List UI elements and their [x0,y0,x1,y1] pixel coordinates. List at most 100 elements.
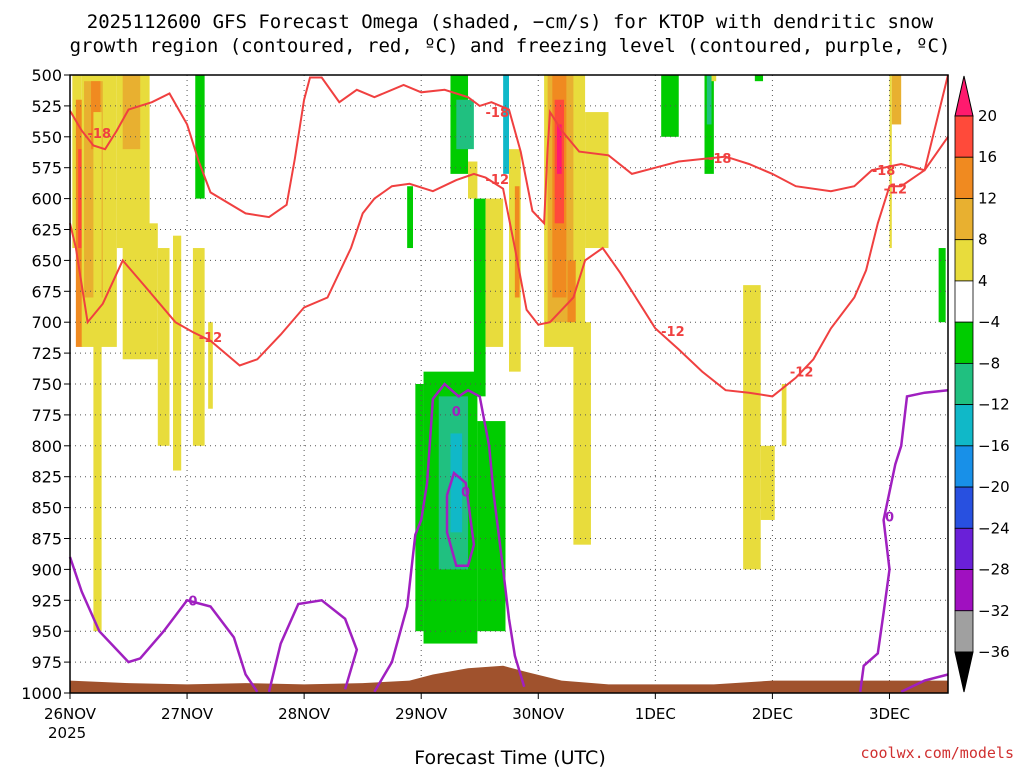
omega-cell [781,384,787,446]
omega-cell [938,248,946,323]
colorbar-tick-label: −32 [978,602,1010,620]
omega-cell [485,198,504,347]
omega-cell [122,75,141,150]
colorbar-tick-label: −4 [978,313,1000,331]
chart-title-line-1: 2025112600 GFS Forecast Omega (shaded, −… [87,11,934,33]
chart-title-line-2: growth region (contoured, red, ºC) and f… [70,35,951,57]
omega-cell [711,75,717,82]
colorbar-top-arrow [954,75,974,117]
x-tick-label: 3DEC [869,705,910,723]
y-tick-label: 625 [31,221,62,240]
credit-text: coolwx.com/models [860,744,1014,762]
colorbar-tick-label: −16 [978,437,1010,455]
colorbar-box [954,569,974,612]
freezing-level-contour-line [445,470,476,567]
contour-label: -12 [661,325,685,340]
y-tick-label: 800 [31,437,62,456]
plot-area: -18 -18 -18 -18 -12 -12 -12 -12 -12 0 0 0 0 [68,74,949,694]
colorbar-box [954,321,974,364]
contour-label: 0 [188,594,197,609]
y-tick-label: 975 [31,653,62,672]
y-tick-label: 950 [31,622,62,641]
freezing-level-contour-line [373,382,526,693]
y-tick-label: 700 [31,313,62,332]
y-tick-label: 875 [31,530,62,549]
y-tick-label: 600 [31,190,62,209]
x-axis-label: Forecast Time (UTC) [414,747,605,768]
colorbar-tick-label: −28 [978,561,1010,579]
y-tick-label: 550 [31,128,62,147]
contour-label: -18 [872,164,896,179]
freezing-level-contour-line [267,598,359,693]
omega-cell [754,75,764,82]
omega-cell [208,322,213,409]
x-tick-label: 26NOV [44,705,97,723]
colorbar-tick-label: −36 [978,643,1010,661]
colorbar-tick-label: −12 [978,396,1010,414]
colorbar-box [954,404,974,447]
freezing-level-contour-line [858,388,949,692]
omega-cell [468,161,478,199]
dgz-contour-line [69,74,949,398]
colorbar-tick-label: −20 [978,478,1010,496]
y-tick-label: 675 [31,282,62,301]
omega-cell [760,445,775,520]
colorbar-box [954,156,974,199]
omega-cell [891,75,902,125]
omega-cell [456,99,474,150]
colorbar-tick-label: 4 [978,272,988,290]
omega-cell [407,186,414,249]
contour-label: -12 [790,366,814,381]
y-tick-label: 925 [31,591,62,610]
y-tick-label: 575 [31,159,62,178]
omega-cell [192,248,205,446]
freezing-level-contour-line [68,556,259,693]
omega-cell [514,186,520,298]
y-tick-label: 1000 [21,684,62,703]
omega-cell [585,112,609,249]
omega-cell [78,149,82,249]
x-tick-label: 2DEC [752,705,793,723]
omega-cell [173,235,182,471]
y-tick-label: 825 [31,468,62,487]
y-tick-label: 650 [31,251,62,270]
x-tick-label: 28NOV [278,705,331,723]
x-tick-label: 30NOV [512,705,565,723]
contour-lines [68,74,949,693]
contour-label: -18 [486,106,510,121]
terrain-surface [70,665,948,693]
terrain-layer [70,665,948,693]
colorbar-box [954,280,974,323]
y-tick-label: 725 [31,344,62,363]
colorbar-bottom-arrow [954,651,974,693]
x-tick-label: 29NOV [395,705,448,723]
omega-cell [706,75,712,125]
colorbar-tick-label: 16 [978,148,997,166]
colorbar-tick-label: −24 [978,519,1010,537]
contour-label: 0 [885,510,894,525]
y-tick-label: 500 [31,66,62,85]
omega-cell [195,75,205,199]
y-axis: 500 525 550 575 600 625 650 675 700 725 750 775 800 8… [21,66,70,703]
omega-cell [450,433,463,533]
colorbar-box [954,239,974,282]
omega-cell [661,75,679,137]
colorbar-box [954,198,974,241]
colorbar-box [954,115,974,158]
omega-cell [567,260,576,323]
dgz-contour-line [69,76,949,226]
contour-label: -12 [486,173,510,188]
omega-cell [157,248,170,446]
contour-label: -18 [708,152,732,167]
contour-labels: -18 -18 -18 -18 -12 -12 -12 -12 -12 0 0 0 0 [88,106,908,609]
contour-label: -12 [884,183,908,198]
omega-cell [93,112,102,632]
colorbar-box [954,486,974,529]
x-year-label: 2025 [48,724,86,742]
contour-label: -18 [88,127,112,142]
freezing-level-contour-line [900,673,949,693]
x-tick-label: 1DEC [635,705,676,723]
y-tick-label: 850 [31,499,62,518]
colorbar-tick-label: 20 [978,107,997,125]
